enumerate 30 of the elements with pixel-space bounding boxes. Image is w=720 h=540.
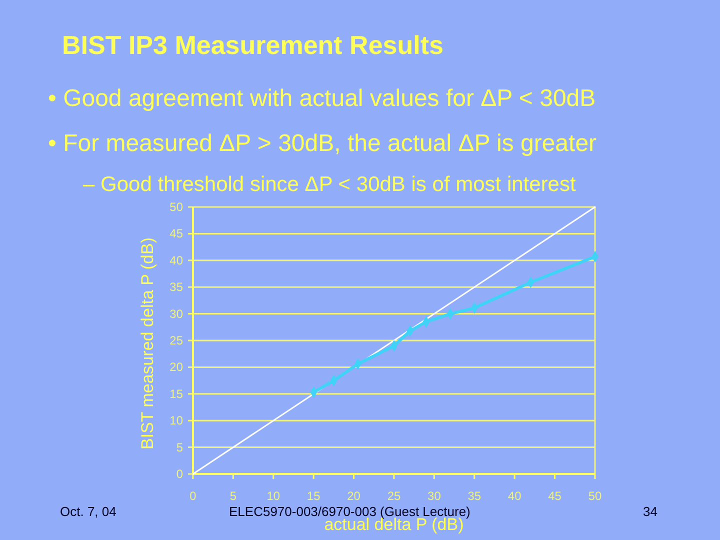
x-tick-label: 25 (387, 489, 401, 503)
x-tick-label: 35 (468, 489, 482, 503)
x-tick-label: 10 (266, 489, 280, 503)
text: ELEC5970-003/6970-003 (Guest Lecture) (229, 504, 470, 519)
x-tick-label: 45 (548, 489, 562, 503)
y-tick-label: 5 (176, 440, 184, 454)
x-tick-label: 5 (230, 489, 237, 503)
text: 34 (643, 504, 658, 519)
text: Oct. 7, 04 (60, 504, 116, 519)
y-tick-label: 30 (170, 306, 184, 321)
text: • For measured ΔP > 30dB, the actual ΔP is greater (48, 130, 597, 157)
y-tick-label: 15 (170, 386, 184, 401)
text: – Good threshold since ΔP < 30dB is of most interest (83, 173, 576, 196)
y-tick-label: 10 (170, 414, 184, 428)
y-tick-label: 50 (170, 200, 184, 214)
x-tick-label: 20 (347, 489, 361, 503)
y-axis-title: BIST measured delta P (dB) (138, 238, 157, 450)
x-tick-label: 0 (190, 489, 197, 503)
x-tick-label: 30 (428, 489, 442, 503)
y-tick-label: 35 (170, 280, 184, 294)
y-tick-label: 45 (170, 226, 184, 241)
y-tick-label: 20 (170, 360, 184, 374)
y-tick-label: 25 (170, 334, 184, 348)
y-tick-label: 40 (170, 253, 184, 268)
chart-title: BIST IP3 Measurement Results (62, 30, 444, 60)
x-tick-label: 40 (508, 489, 522, 503)
y-tick-label: 0 (176, 467, 184, 481)
x-tick-label: 15 (306, 489, 321, 503)
text: • Good agreement with actual values for ΔP < 30dB (48, 85, 596, 112)
x-tick-label: 50 (588, 489, 602, 503)
